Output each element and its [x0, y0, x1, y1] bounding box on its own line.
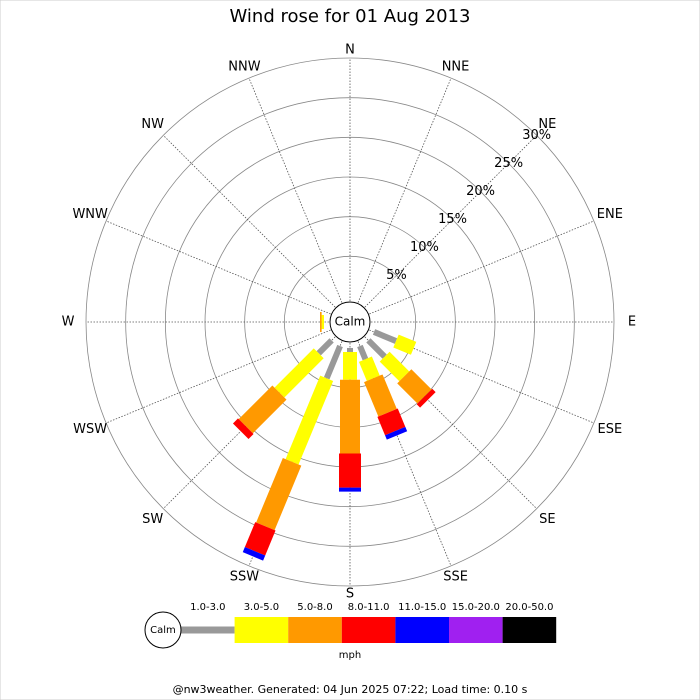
radial-line: [349, 321, 537, 509]
bar-segment: [385, 426, 408, 440]
direction-label: E: [628, 315, 636, 330]
radial-line: [349, 321, 595, 424]
legend-label: 15.0-20.0: [452, 602, 500, 613]
legend-label: 5.0-8.0: [297, 602, 332, 613]
legend-label: 20.0-50.0: [505, 602, 553, 613]
direction-label: NE: [538, 117, 556, 132]
bar-segment: [366, 338, 387, 359]
bar-segment: [379, 351, 410, 382]
bar-segment: [377, 408, 406, 436]
footer: @nw3weather. Generated: 04 Jun 2025 07:2…: [173, 683, 528, 696]
bar-segment: [393, 334, 417, 355]
bar-segment: [372, 329, 398, 344]
radial-line: [349, 220, 595, 323]
bar-segment: [416, 388, 436, 408]
chart-title: Wind rose for 01 Aug 2013: [230, 6, 471, 27]
legend-calm: [144, 611, 182, 649]
direction-label: SSE: [443, 569, 468, 584]
ring-label: 25%: [494, 156, 523, 171]
bar-segment: [323, 344, 343, 380]
ring-label: 15%: [438, 212, 467, 227]
radial-line: [349, 135, 537, 323]
unit-label: mph: [339, 650, 361, 661]
ring-label: 20%: [466, 184, 495, 199]
grid-ring: [164, 136, 536, 508]
bar-segment: [244, 522, 276, 556]
bar-segment: [357, 344, 369, 361]
radial-line: [349, 77, 452, 323]
bar-segment: [274, 348, 324, 398]
bar-segment: [232, 418, 254, 440]
bar-segment: [397, 369, 432, 404]
bar-segment: [358, 356, 380, 381]
ring-label: 5%: [386, 268, 407, 283]
legend-label: 11.0-15.0: [398, 602, 446, 613]
direction-label: ENE: [597, 207, 623, 222]
radial-line: [163, 135, 351, 323]
radial-line: [163, 321, 351, 509]
bar-segment: [238, 385, 287, 434]
bar-segment: [364, 374, 397, 417]
calm-circle: [329, 301, 371, 343]
legend-label: 8.0-11.0: [348, 602, 390, 613]
legend-label: 1.0-3.0: [190, 602, 225, 613]
bar-segment: [256, 457, 302, 531]
ring-label: 30%: [522, 128, 551, 143]
direction-label: SW: [142, 512, 163, 527]
direction-label: ESE: [597, 422, 622, 437]
radial-line: [248, 77, 351, 323]
bar-segment: [242, 547, 266, 561]
radial-line: [349, 321, 452, 567]
direction-label: WNW: [72, 207, 108, 222]
legend-label: 3.0-5.0: [244, 602, 279, 613]
grid-ring: [85, 57, 615, 587]
legend-calm-label: Calm: [150, 625, 176, 636]
direction-label: SE: [539, 512, 555, 527]
direction-label: NNE: [442, 60, 470, 75]
radial-line: [105, 321, 351, 424]
direction-label: SSW: [230, 569, 260, 584]
direction-label: NW: [141, 117, 164, 132]
direction-label: S: [346, 587, 354, 602]
direction-label: WSW: [73, 422, 107, 437]
direction-label: N: [345, 43, 355, 58]
radial-line: [105, 220, 351, 323]
direction-label: NNW: [228, 60, 260, 75]
ring-label: 10%: [410, 240, 439, 255]
direction-label: W: [62, 315, 75, 330]
bar-segment: [316, 338, 334, 356]
grid-ring: [125, 97, 575, 547]
bar-segment: [285, 375, 334, 465]
calm-label: Calm: [335, 315, 366, 329]
